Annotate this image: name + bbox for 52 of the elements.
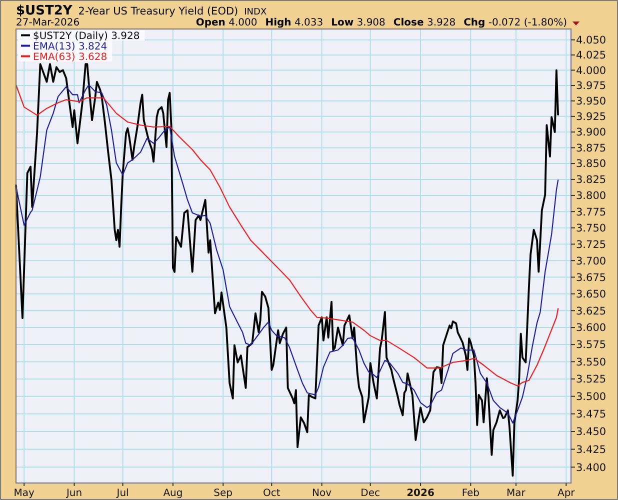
y-tick-label: 3.750 <box>576 222 606 234</box>
y-tick-label: 3.450 <box>576 426 606 438</box>
x-tick-label: May <box>14 488 34 499</box>
y-tick-label: 3.500 <box>576 391 606 404</box>
y-tick-label: 3.625 <box>576 305 606 318</box>
y-tick-label: 3.675 <box>576 272 606 284</box>
y-tick-label: 3.600 <box>576 322 606 334</box>
y-tick-label: 4.025 <box>576 50 606 62</box>
y-tick-label: 3.575 <box>576 339 606 352</box>
y-tick-label: 3.925 <box>576 111 606 124</box>
text: High 4.033 <box>265 18 324 28</box>
x-tick-label: Jul <box>116 488 129 499</box>
text: INDX <box>244 8 267 18</box>
chart-subtitle: 2-Year US Treasury Yield (EOD) <box>78 6 238 18</box>
x-tick-label: Oct <box>263 488 280 499</box>
text: Low 3.908 <box>331 18 386 28</box>
text: Open 4.000 <box>196 18 258 28</box>
y-tick-label: 4.000 <box>576 64 606 77</box>
legend-label: $UST2Y (Daily) 3.928 <box>33 30 140 42</box>
chart-title: $UST2Y <box>16 4 73 18</box>
y-tick-label: 3.550 <box>576 356 606 368</box>
y-tick-label: 4.050 <box>576 34 606 47</box>
x-tick-label: 2026 <box>406 488 434 499</box>
y-tick-label: 3.975 <box>576 80 606 92</box>
y-tick-label: 3.775 <box>576 206 606 218</box>
y-tick-label: 3.525 <box>576 374 606 386</box>
legend-label: EMA(13) 3.824 <box>33 41 108 52</box>
y-tick-label: 3.650 <box>576 288 606 301</box>
x-tick-label: Mar <box>506 488 526 499</box>
x-tick-label: Nov <box>312 488 332 499</box>
x-tick-label: Dec <box>360 488 380 499</box>
text: Chg -0.072 (-1.80%) <box>464 18 568 28</box>
x-tick-label: Jun <box>65 488 82 499</box>
x-tick-label: Feb <box>462 488 480 499</box>
y-tick-label: 3.875 <box>576 142 606 154</box>
x-tick-label: Sep <box>214 488 233 499</box>
legend-label: EMA(63) 3.628 <box>33 52 108 63</box>
text: Close 3.928 <box>393 18 456 28</box>
y-tick-label: 3.950 <box>576 96 606 108</box>
y-tick-label: 3.425 <box>576 444 606 456</box>
y-tick-label: 3.900 <box>576 126 606 139</box>
y-tick-label: 3.800 <box>576 190 606 202</box>
y-tick-label: 3.700 <box>576 255 606 268</box>
x-tick-label: Apr <box>557 488 576 499</box>
y-tick-label: 3.850 <box>576 158 606 170</box>
y-tick-label: 3.725 <box>576 238 606 251</box>
y-tick-label: 3.825 <box>576 174 606 186</box>
line-series <box>15 63 560 477</box>
x-tick-label: Aug <box>163 488 183 499</box>
y-tick-label: 3.475 <box>576 408 606 421</box>
text: 27-Mar-2026 <box>16 18 80 28</box>
y-tick-label: 3.400 <box>576 462 606 474</box>
